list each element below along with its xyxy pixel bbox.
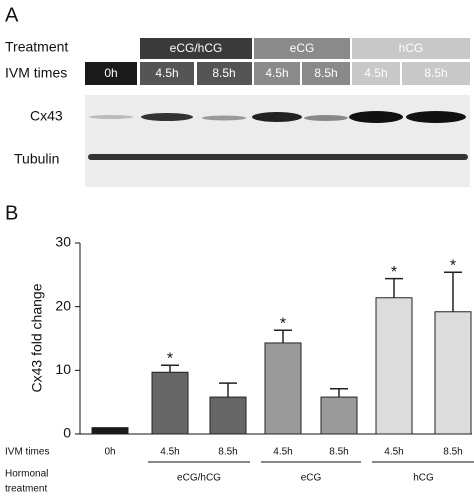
bar: [151, 371, 189, 435]
row-label: IVM times: [5, 447, 49, 458]
panel-label: B: [5, 202, 18, 224]
y-tick-label: 30: [55, 234, 71, 250]
tubulin-bands: [88, 154, 468, 160]
band-label: Cx43: [30, 108, 63, 124]
x-tick-label: 4.5h: [273, 447, 292, 458]
x-tick-label: 8.5h: [329, 447, 348, 458]
time-label: 8.5h: [212, 66, 235, 80]
x-tick-label: 8.5h: [218, 447, 237, 458]
bar: [434, 311, 472, 435]
time-label: 4.5h: [155, 66, 178, 80]
cx43-bands: [89, 111, 466, 123]
significance-mark: *: [391, 264, 397, 281]
x-tick-label: 0h: [104, 447, 115, 458]
time-box: [352, 62, 400, 85]
bar: [91, 427, 129, 435]
group-label: hCG: [413, 473, 434, 484]
x-tick-label: 8.5h: [443, 447, 462, 458]
x-tick-label: 4.5h: [384, 447, 403, 458]
blot: [85, 95, 470, 187]
bar: [264, 342, 302, 435]
group-label: eCG: [301, 473, 322, 484]
time-box: [140, 62, 194, 85]
group-box: [140, 38, 252, 59]
time-label: 8.5h: [314, 66, 337, 80]
row-label: IVM times: [5, 65, 67, 81]
y-axis-label: Cx43 fold change: [29, 283, 45, 392]
band-label: Tubulin: [14, 151, 59, 167]
row-label: treatment: [5, 484, 47, 495]
time-label: 4.5h: [364, 66, 387, 80]
time-label: 8.5h: [424, 66, 447, 80]
bar: [375, 297, 413, 435]
time-box: [197, 62, 252, 85]
time-box: [254, 62, 300, 85]
significance-mark: *: [280, 315, 286, 332]
group-box: [352, 38, 470, 59]
group-label: eCG/hCG: [177, 473, 221, 484]
y-tick-label: 0: [63, 425, 71, 441]
significance-mark: *: [450, 258, 456, 275]
time-label: 4.5h: [265, 66, 288, 80]
row-label: Treatment: [5, 39, 68, 55]
time-box: [302, 62, 350, 85]
time-label: 0h: [104, 66, 117, 80]
panel-label: A: [5, 4, 19, 26]
group-box: [254, 38, 350, 59]
y-tick-label: 10: [55, 361, 71, 377]
bar: [209, 396, 247, 435]
group-label: hCG: [399, 41, 424, 55]
y-tick-label: 20: [55, 297, 71, 313]
group-label: eCG/hCG: [170, 41, 223, 55]
time-box: [85, 62, 137, 85]
bar: [320, 396, 358, 435]
row-label: Hormonal: [5, 469, 48, 480]
significance-mark: *: [167, 350, 173, 367]
x-tick-label: 4.5h: [160, 447, 179, 458]
time-box: [402, 62, 470, 85]
group-label: eCG: [290, 41, 315, 55]
